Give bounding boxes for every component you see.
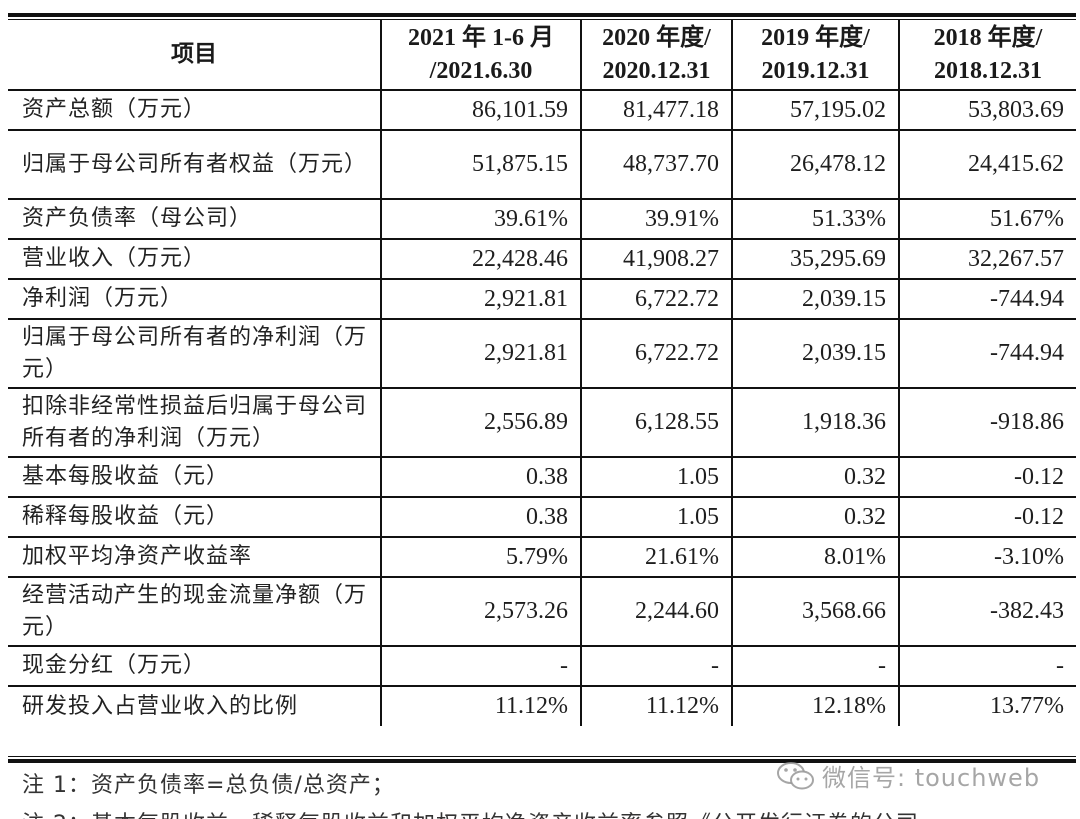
row-label: 归属于母公司所有者权益（万元） [8,130,381,200]
footnote-2-clipped: 注 2：基本每股收益、稀释每股收益和加权平均净资产收益率参照《公开发行证券的公司 [0,806,1080,819]
cell-value: -382.43 [898,577,1076,647]
cell-value: 26,478.12 [731,130,899,200]
row-label: 资产总额（万元） [8,90,381,131]
cell-value: 86,101.59 [380,90,581,131]
table-row: 加权平均净资产收益率 5.79% 21.61% 8.01% -3.10% [8,537,1076,578]
cell-value: -0.12 [898,457,1076,498]
footnote-1: 注 1：资产负债率=总负债/总资产； [22,773,395,798]
table-row: 资产负债率（母公司） 39.61% 39.91% 51.33% 51.67% [8,199,1076,240]
cell-value: 1,918.36 [731,388,899,458]
cell-value: 2,573.26 [380,577,581,647]
table-top-rule [8,13,1076,20]
cell-value: 12.18% [731,686,899,726]
table-row: 扣除非经常性损益后归属于母公司所有者的净利润（万元） 2,556.89 6,12… [8,388,1076,458]
table-row: 资产总额（万元） 86,101.59 81,477.18 57,195.02 5… [8,90,1076,131]
cell-value: 0.38 [380,497,581,538]
row-label: 经营活动产生的现金流量净额（万元） [8,577,381,647]
cell-value: 11.12% [380,686,581,726]
row-label: 归属于母公司所有者的净利润（万元） [8,319,381,389]
table-row: 归属于母公司所有者权益（万元） 51,875.15 48,737.70 26,4… [8,130,1076,200]
cell-value: 6,722.72 [580,319,732,389]
cell-value: 35,295.69 [731,239,899,280]
cell-value: 39.61% [380,199,581,240]
cell-value: 53,803.69 [898,90,1076,131]
cell-value: 2,921.81 [380,319,581,389]
row-label: 研发投入占营业收入的比例 [22,693,299,719]
cell-value: 0.32 [731,497,899,538]
cell-value: 22,428.46 [380,239,581,280]
cell-value: 41,908.27 [580,239,732,280]
watermark-text: 微信号: touchweb [822,764,1041,792]
cell-value: 51.67% [898,199,1076,240]
cell-value: 32,267.57 [898,239,1076,280]
table-row: 营业收入（万元） 22,428.46 41,908.27 35,295.69 3… [8,239,1076,280]
cell-value: 51.33% [731,199,899,240]
watermark: 微信号: touchweb [776,758,1040,793]
cell-value: 21.61% [580,537,732,578]
cell-value: 2,556.89 [380,388,581,458]
table-row: 现金分红（万元） - - - - [8,646,1076,687]
row-label: 资产负债率（母公司） [8,199,381,240]
cell-value: 3,568.66 [731,577,899,647]
table-row: 归属于母公司所有者的净利润（万元） 2,921.81 6,722.72 2,03… [8,319,1076,389]
table-row: 净利润（万元） 2,921.81 6,722.72 2,039.15 -744.… [8,279,1076,320]
cell-value: 6,128.55 [580,388,732,458]
cell-value: -918.86 [898,388,1076,458]
cell-value: -744.94 [898,279,1076,320]
row-label: 稀释每股收益（元） [8,497,381,538]
table-row: 经营活动产生的现金流量净额（万元） 2,573.26 2,244.60 3,56… [8,577,1076,647]
cell-value: -0.12 [898,497,1076,538]
column-header-item: 项目 [8,20,381,91]
row-label: 净利润（万元） [8,279,381,320]
cell-value: 39.91% [580,199,732,240]
row-label: 营业收入（万元） [8,239,381,280]
cell-value: 13.77% [898,686,1076,726]
cell-value: 1.05 [580,497,732,538]
cell-value: 6,722.72 [580,279,732,320]
cell-value: 11.12% [580,686,732,726]
cell-value: - [380,646,581,687]
financial-summary-table: 项目 2021 年 1-6 月 /2021.6.30 2020 年度/ 2020… [8,20,1076,726]
row-label: 基本每股收益（元） [8,457,381,498]
cell-value: 2,039.15 [731,279,899,320]
cell-value: 81,477.18 [580,90,732,131]
footnote-2: 注 2：基本每股收益、稀释每股收益和加权平均净资产收益率参照《公开发行证券的公司 [22,806,919,819]
cell-value: - [731,646,899,687]
cell-value: 2,039.15 [731,319,899,389]
cell-value: 1.05 [580,457,732,498]
table-row: 稀释每股收益（元） 0.38 1.05 0.32 -0.12 [8,497,1076,538]
cell-value: 57,195.02 [731,90,899,131]
column-header-2019: 2019 年度/ 2019.12.31 [731,20,899,91]
table-header-row: 项目 2021 年 1-6 月 /2021.6.30 2020 年度/ 2020… [8,20,1076,91]
cell-value: 5.79% [380,537,581,578]
cell-value: 2,921.81 [380,279,581,320]
table-row: 研发投入占营业收入的比例 11.12% 11.12% 12.18% 13.77% [8,686,1076,726]
cell-value: 48,737.70 [580,130,732,200]
column-header-2020: 2020 年度/ 2020.12.31 [580,20,732,91]
cell-value: 8.01% [731,537,899,578]
cell-value: 0.38 [380,457,581,498]
table-row: 基本每股收益（元） 0.38 1.05 0.32 -0.12 [8,457,1076,498]
cell-value: 51,875.15 [380,130,581,200]
wechat-icon [777,761,814,789]
table-bottom-rule [8,756,1076,763]
row-label: 扣除非经常性损益后归属于母公司所有者的净利润（万元） [8,388,381,458]
column-header-2021h1: 2021 年 1-6 月 /2021.6.30 [380,20,581,91]
cell-value: 2,244.60 [580,577,732,647]
cell-value: 0.32 [731,457,899,498]
row-label: 加权平均净资产收益率 [8,537,381,578]
cell-value: - [580,646,732,687]
cell-value: - [898,646,1076,687]
cell-value: 24,415.62 [898,130,1076,200]
row-label: 现金分红（万元） [8,646,381,687]
cell-value: -3.10% [898,537,1076,578]
column-header-2018: 2018 年度/ 2018.12.31 [898,20,1076,91]
cell-value: -744.94 [898,319,1076,389]
